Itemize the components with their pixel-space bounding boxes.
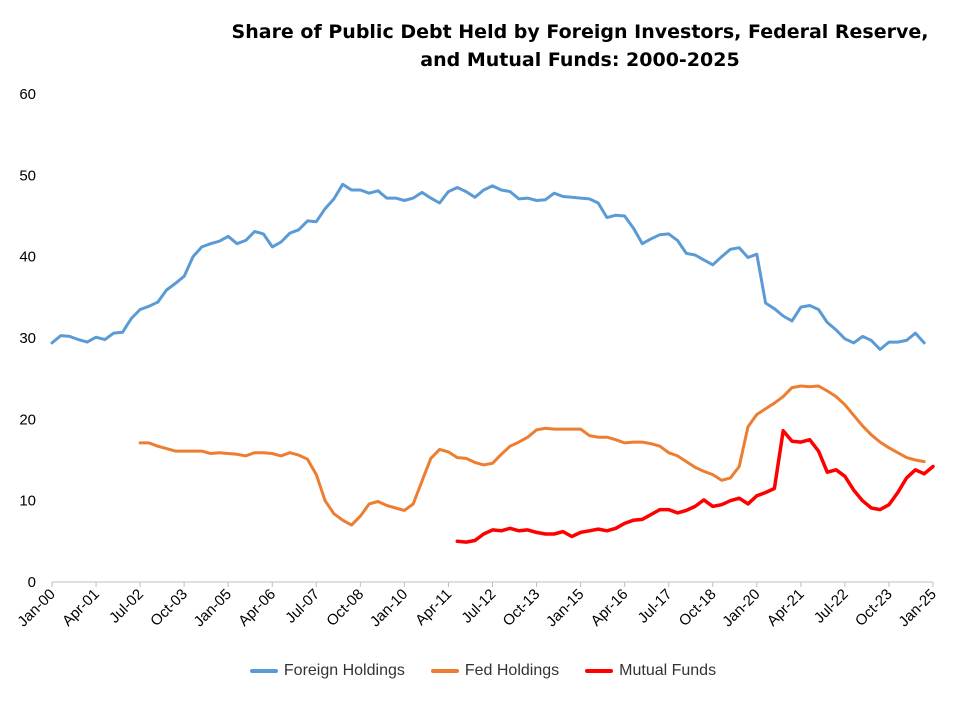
x-tick-label: Oct-13 (500, 586, 544, 630)
legend-swatch (585, 669, 614, 673)
x-tick-label: Jul-12 (458, 586, 499, 627)
legend-item: Foreign Holdings (249, 662, 405, 680)
x-tick-label: Jul-02 (106, 586, 147, 627)
legend-swatch (430, 669, 459, 673)
x-tick-label: Jul-07 (282, 586, 323, 627)
legend: Foreign Holdings Fed Holdings Mutual Funds (0, 662, 966, 680)
x-tick-label: Oct-23 (852, 586, 896, 630)
x-tick-label: Oct-18 (676, 586, 720, 630)
y-tick-label: 50 (19, 167, 36, 184)
x-tick-label: Jan-25 (895, 586, 939, 630)
y-tick-label: 40 (19, 249, 36, 266)
y-tick-label: 0 (28, 574, 36, 591)
x-tick-label: Oct-03 (147, 586, 191, 630)
x-tick-label: Apr-21 (764, 586, 808, 630)
chart-title: Share of Public Debt Held by Foreign Inv… (231, 21, 929, 71)
x-tick-label: Apr-16 (588, 586, 632, 630)
legend-label: Fed Holdings (464, 662, 560, 679)
x-tick-label: Oct-08 (323, 586, 367, 630)
legend-item: Mutual Funds (585, 662, 716, 680)
legend-item: Fed Holdings (430, 662, 560, 680)
x-tick-label: Apr-11 (412, 586, 455, 629)
x-tick-label: Jan-20 (719, 586, 763, 630)
x-tick-label: Jan-05 (191, 586, 235, 630)
legend-label: Mutual Funds (619, 662, 717, 679)
legend-swatch (249, 669, 278, 673)
series-line-foreign-holdings (50, 182, 926, 351)
legend-label: Foreign Holdings (283, 662, 405, 679)
x-tick-label: Jan-10 (367, 586, 411, 630)
y-tick-label: 30 (19, 330, 36, 347)
x-tick-label: Apr-01 (59, 586, 103, 630)
x-tick-label: Jul-17 (635, 586, 676, 627)
y-tick-label: 20 (19, 411, 36, 428)
x-tick-label: Jul-22 (811, 586, 852, 627)
y-tick-label: 10 (19, 493, 36, 510)
x-tick-label: Jan-00 (14, 586, 58, 630)
series-line-fed-holdings (138, 384, 926, 527)
y-tick-label: 60 (19, 86, 36, 103)
x-tick-label: Apr-06 (235, 586, 279, 630)
series-line-mutual-funds (455, 428, 935, 544)
x-tick-label: Jan-15 (543, 586, 587, 630)
